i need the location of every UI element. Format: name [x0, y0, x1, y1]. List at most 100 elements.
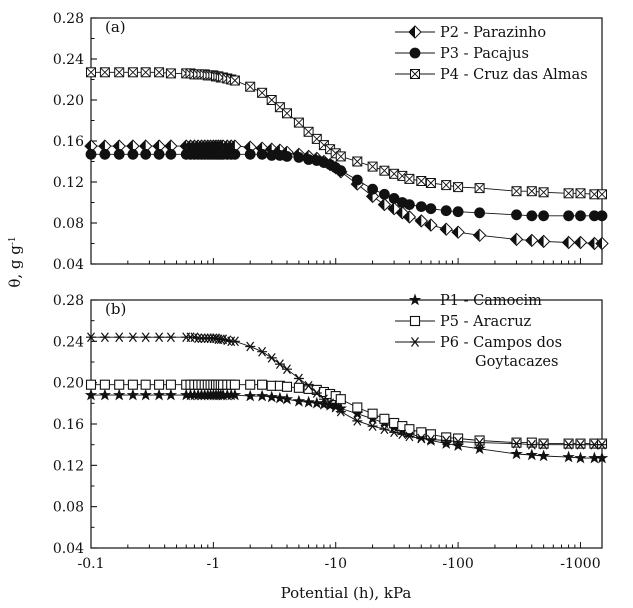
- data-point: [352, 156, 363, 167]
- y-tick-label: 0.08: [53, 216, 84, 232]
- data-point: [452, 206, 464, 218]
- data-point: [114, 379, 125, 390]
- y-axis-title-main: θ, g g: [6, 245, 24, 288]
- panel-b: 0.04 0.08 0.12 0.16 0.20 0.24 0.28 -0.1 -1 -10 -10…: [53, 293, 609, 572]
- y-tick-label: 0.04: [53, 257, 84, 273]
- data-point: [335, 165, 347, 177]
- y-tick-label: 0.24: [53, 52, 84, 68]
- data-point: [511, 209, 522, 221]
- data-point: [378, 424, 390, 435]
- data-point: [99, 379, 110, 390]
- data-point: [244, 341, 256, 352]
- legend-label: P1 - Camocim: [440, 293, 542, 309]
- data-point: [113, 332, 125, 343]
- data-point: [99, 332, 111, 343]
- data-point: [165, 332, 177, 343]
- data-point: [525, 448, 538, 461]
- data-point: [229, 148, 241, 160]
- data-point: [266, 95, 277, 105]
- data-point: [367, 408, 378, 419]
- data-point: [153, 332, 165, 343]
- data-point: [229, 379, 240, 390]
- data-point: [378, 188, 390, 200]
- legend-entry: P5 - Aracruz: [395, 314, 532, 330]
- data-point: [280, 392, 294, 405]
- data-point: [511, 186, 522, 197]
- legend-entry: P4 - Cruz das Almas: [395, 67, 588, 83]
- data-point: [415, 201, 427, 213]
- data-point: [404, 173, 415, 184]
- data-point: [425, 429, 436, 440]
- panel-a: 0.04 0.08 0.12 0.16 0.20 0.24 0.28 (a) P2 - Para…: [53, 11, 609, 273]
- y-axis-title: θ, g g-1: [6, 236, 24, 287]
- data-point: [474, 207, 486, 219]
- data-point: [563, 188, 574, 199]
- data-point: [416, 176, 427, 186]
- data-point: [244, 389, 257, 402]
- data-point: [596, 210, 608, 222]
- legend-label: P6 - Campos dos: [440, 335, 562, 351]
- data-point: [256, 346, 268, 357]
- series-line: [91, 145, 602, 244]
- data-point: [451, 225, 465, 239]
- data-point: [473, 228, 487, 242]
- x-tick-label: -100: [442, 556, 473, 572]
- data-point: [127, 379, 138, 390]
- data-point: [245, 379, 256, 390]
- data-point: [99, 67, 110, 78]
- data-point: [281, 150, 293, 162]
- data-point: [367, 183, 379, 195]
- data-point: [537, 234, 551, 248]
- legend-entry: P3 - Pacajus: [395, 46, 529, 62]
- data-point: [86, 67, 96, 78]
- data-point: [165, 68, 176, 79]
- data-point: [140, 67, 151, 78]
- data-point: [99, 148, 111, 160]
- x-axis-title: Potential (h), kPa: [281, 584, 412, 602]
- y-tick-label: 0.28: [53, 11, 84, 27]
- legend-label: Goytacazes: [475, 354, 558, 370]
- y-tick-label: 0.16: [53, 417, 84, 433]
- data-point: [282, 108, 292, 119]
- data-point: [440, 205, 452, 217]
- data-point: [563, 210, 574, 222]
- data-point: [127, 67, 138, 78]
- data-point: [403, 199, 415, 211]
- data-point: [510, 447, 523, 460]
- data-point: [257, 87, 268, 98]
- data-point: [293, 117, 304, 128]
- series-filled-star: [84, 388, 609, 464]
- data-point: [351, 174, 363, 186]
- legend-label: P3 - Pacajus: [440, 46, 529, 62]
- data-point: [303, 126, 314, 137]
- legend-marker: [410, 69, 420, 79]
- legend-entry: P2 - Parazinho: [395, 25, 546, 41]
- data-point: [127, 148, 139, 160]
- y-axis-title-sup: -1: [8, 236, 18, 245]
- series-open-square: [85, 379, 608, 449]
- data-point: [474, 435, 485, 446]
- data-point: [538, 187, 549, 198]
- data-point: [113, 388, 126, 401]
- legend-entry: P1 - Camocim: [395, 293, 542, 309]
- data-point: [293, 151, 305, 163]
- legend-marker: [409, 336, 421, 348]
- data-point: [140, 379, 151, 390]
- y-tick-label: 0.12: [53, 458, 84, 474]
- x-tick-label: -1: [207, 556, 221, 572]
- data-point: [595, 237, 609, 250]
- data-point: [574, 451, 587, 464]
- data-point: [441, 180, 452, 191]
- data-point: [510, 232, 523, 246]
- legend-marker: [408, 25, 422, 39]
- data-point: [257, 379, 268, 390]
- data-point: [379, 413, 390, 424]
- data-point: [335, 394, 346, 405]
- series-line: [91, 394, 602, 459]
- data-point: [474, 183, 485, 194]
- data-point: [127, 332, 139, 343]
- legend-entry: P6 - Campos dos Goytacazes: [395, 335, 562, 370]
- data-point: [85, 379, 97, 390]
- data-point: [165, 379, 176, 390]
